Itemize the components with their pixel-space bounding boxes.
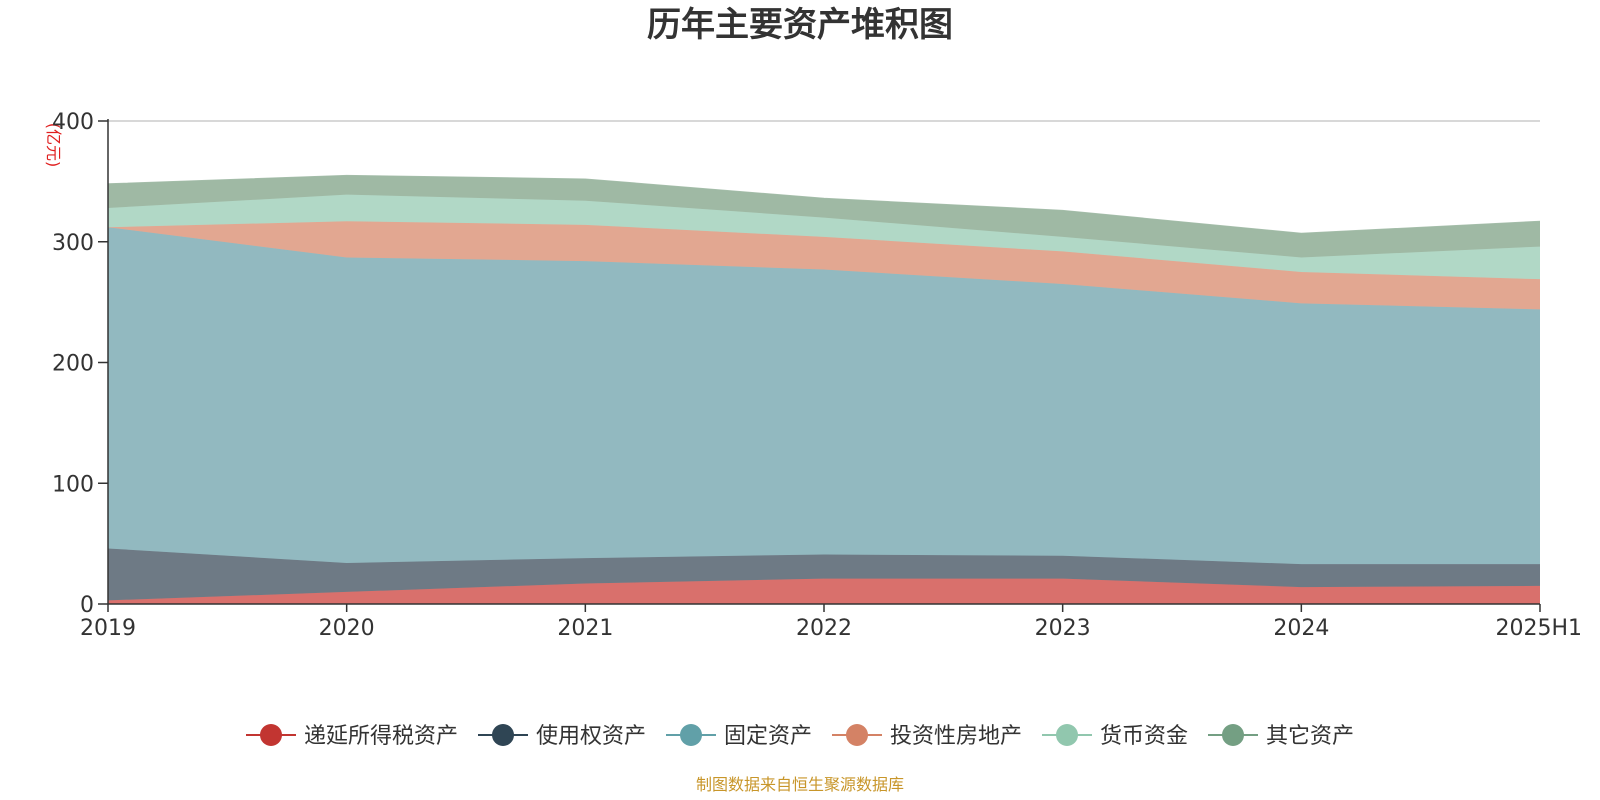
area-series-group <box>107 174 1541 604</box>
legend-circle-icon <box>492 724 514 746</box>
legend-label: 投资性房地产 <box>890 724 1022 749</box>
source-note: 制图数据来自恒生聚源数据库 <box>696 775 904 794</box>
legend-label: 货币资金 <box>1100 724 1188 749</box>
legend-label: 递延所得税资产 <box>304 724 458 749</box>
area-series-1 <box>108 548 1540 601</box>
x-tick-label: 2022 <box>796 616 852 641</box>
x-tick-label: 2021 <box>557 616 613 641</box>
y-tick-label: 100 <box>52 472 94 497</box>
y-tick-label: 400 <box>52 110 94 135</box>
y-axis-unit-label: (亿元) <box>44 123 63 168</box>
legend-item-0[interactable]: 递延所得税资产 <box>246 724 458 749</box>
x-tick-label: 2024 <box>1273 616 1329 641</box>
area-series-4 <box>108 194 1540 280</box>
legend-circle-icon <box>260 724 282 746</box>
area-series-3 <box>108 221 1540 310</box>
legend-item-3[interactable]: 投资性房地产 <box>832 724 1022 749</box>
x-tick-label: 2020 <box>319 616 375 641</box>
legend-circle-icon <box>680 724 702 746</box>
area-series-2 <box>108 227 1540 565</box>
y-tick-label: 200 <box>52 352 94 377</box>
area-series-5-edge <box>107 174 1541 234</box>
area-series-0 <box>108 578 1540 604</box>
legend-label: 其它资产 <box>1266 724 1354 749</box>
legend-circle-icon <box>846 724 868 746</box>
area-series-5 <box>108 175 1540 258</box>
legend-label: 使用权资产 <box>536 724 646 749</box>
legend-circle-icon <box>1056 724 1078 746</box>
legend-circle-icon <box>1222 724 1244 746</box>
legend-label: 固定资产 <box>724 724 812 749</box>
legend-item-1[interactable]: 使用权资产 <box>478 724 646 749</box>
legend-item-4[interactable]: 货币资金 <box>1042 724 1188 749</box>
chart-title: 历年主要资产堆积图 <box>647 5 953 45</box>
axes: 0 100 200 300 400 2019 2020 2021 2022 2023 2024 202… <box>52 110 1582 641</box>
legend-item-5[interactable]: 其它资产 <box>1208 724 1354 749</box>
legend-item-2[interactable]: 固定资产 <box>666 724 812 749</box>
area-series-0-edge <box>107 578 1541 601</box>
x-tick-label: 2023 <box>1035 616 1091 641</box>
legend: 递延所得税资产 使用权资产 固定资产 投资性房地产 货币资金 其它资产 <box>246 724 1354 749</box>
y-tick-label: 0 <box>80 593 94 618</box>
x-tick-label: 2025H1 <box>1495 616 1582 641</box>
y-tick-label: 300 <box>52 231 94 256</box>
x-tick-label: 2019 <box>80 616 136 641</box>
